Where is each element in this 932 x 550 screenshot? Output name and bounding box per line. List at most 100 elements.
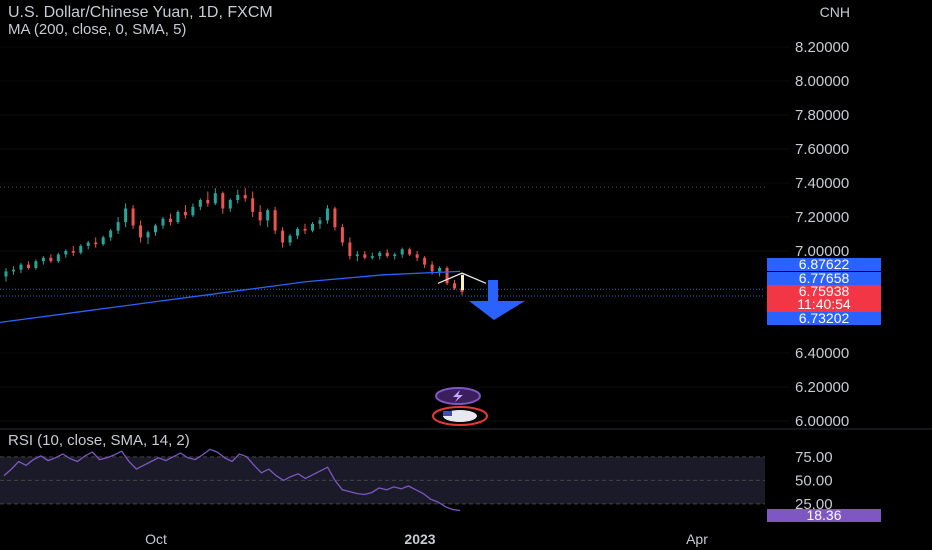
candle-body: [266, 210, 270, 221]
rsi-tick-label: 25.00: [795, 496, 833, 513]
highlight-bar: [461, 274, 464, 291]
zigzag-annotation: [437, 272, 487, 284]
candle-body: [206, 200, 210, 204]
candle-body: [303, 228, 307, 231]
price-tick-label: 7.20000: [795, 209, 849, 226]
candle-body: [64, 251, 68, 255]
candle-body: [79, 245, 83, 253]
price-badge-second: 6.77658: [767, 271, 881, 285]
time-axis-label: Oct: [145, 531, 167, 547]
candle-body: [258, 211, 262, 221]
candle-body: [243, 194, 247, 199]
price-tick-label: 7.40000: [795, 175, 849, 192]
time-axis: Oct 2023 Apr: [145, 531, 708, 547]
candle-body: [56, 254, 60, 262]
candle-body: [228, 200, 232, 209]
candle-body: [191, 206, 195, 216]
price-tick-label: 6.00000: [795, 413, 849, 430]
candle-body: [438, 268, 442, 272]
event-icons: [432, 387, 488, 426]
price-tick-label: 6.40000: [795, 345, 849, 362]
price-tick-label: 7.80000: [795, 107, 849, 124]
candle-body: [445, 268, 449, 284]
currency-unit: CNH: [819, 4, 850, 20]
candle-body: [109, 230, 113, 238]
candles: [4, 188, 464, 296]
candle-body: [281, 230, 285, 243]
candle-body: [296, 228, 300, 236]
candle-body: [86, 242, 90, 246]
candle-body: [41, 257, 45, 262]
countdown-badge: 11:40:54: [767, 297, 881, 312]
candle-body: [370, 256, 374, 258]
candle-body: [26, 264, 30, 268]
candle-body: [221, 193, 225, 209]
candle-body: [183, 211, 187, 216]
price-tick-label: 7.00000: [795, 243, 849, 260]
candle-body: [423, 257, 427, 265]
rsi-value-badge: 18.36: [767, 508, 881, 522]
candle-body: [288, 235, 292, 243]
candle-body: [340, 227, 344, 243]
candle-body: [161, 218, 165, 226]
price-tick-label: 8.00000: [795, 73, 849, 90]
candle-body: [363, 254, 367, 258]
candle-body: [325, 208, 329, 221]
rsi-tick-label: 75.00: [795, 449, 833, 466]
candle-body: [19, 264, 23, 270]
rsi-line: [3, 448, 461, 512]
symbol-title[interactable]: U.S. Dollar/Chinese Yuan, 1D, FXCM: [8, 4, 273, 21]
candle-body: [310, 223, 314, 231]
time-axis-label: 2023: [404, 531, 435, 547]
candle-body: [393, 254, 397, 257]
rsi-tick-label: 50.00: [795, 472, 833, 489]
candle-body: [251, 198, 255, 212]
candle-body: [385, 252, 389, 257]
candle-body: [400, 249, 404, 255]
candle-body: [168, 218, 172, 223]
candle-body: [415, 254, 419, 258]
candle-body: [318, 220, 322, 224]
candle-body: [213, 193, 217, 204]
price-tick-label: 8.20000: [795, 39, 849, 56]
down-arrow-icon: [469, 280, 525, 320]
candle-body: [49, 257, 53, 262]
ma-line: [0, 270, 461, 324]
ma-indicator-label[interactable]: MA (200, close, 0, SMA, 5): [8, 21, 187, 38]
candle-body: [4, 271, 8, 277]
candle-body: [34, 261, 38, 268]
candle-body: [408, 249, 412, 255]
candle-body: [236, 194, 240, 200]
candle-body: [348, 242, 352, 257]
candle-body: [116, 222, 120, 231]
candle-body: [198, 200, 202, 207]
candle-body: [430, 264, 434, 272]
candle-body: [139, 225, 143, 238]
candle-body: [378, 252, 382, 257]
candle-body: [101, 237, 105, 245]
us-flag-icon: [432, 406, 488, 426]
last-price-badge: 6.75938: [767, 284, 881, 299]
candle-body: [333, 208, 337, 228]
chart-legend: U.S. Dollar/Chinese Yuan, 1D, FXCM MA (2…: [8, 4, 273, 38]
candle-body: [176, 211, 180, 223]
candle-body: [146, 232, 150, 238]
price-tick-label: 7.60000: [795, 141, 849, 158]
price-axis: 8.20000 8.00000 7.80000 7.60000 7.40000 7.200…: [795, 39, 849, 430]
price-badge-low: 6.73202: [767, 311, 881, 325]
candle-body: [154, 225, 158, 233]
candle-body: [94, 242, 98, 245]
annotation: [437, 272, 525, 320]
candle-body: [131, 208, 135, 226]
candle-body: [124, 208, 128, 223]
candle-body: [71, 251, 75, 253]
candle-body: [11, 269, 15, 272]
candle-body: [273, 210, 277, 231]
flag-canton: [443, 411, 452, 416]
rsi-indicator-label[interactable]: RSI (10, close, SMA, 14, 2): [8, 432, 190, 449]
time-axis-label: Apr: [686, 531, 708, 547]
rsi-pane: 75.00 50.00 25.00: [0, 428, 932, 513]
candle-body: [355, 254, 359, 257]
lightning-bolt: [453, 390, 463, 402]
